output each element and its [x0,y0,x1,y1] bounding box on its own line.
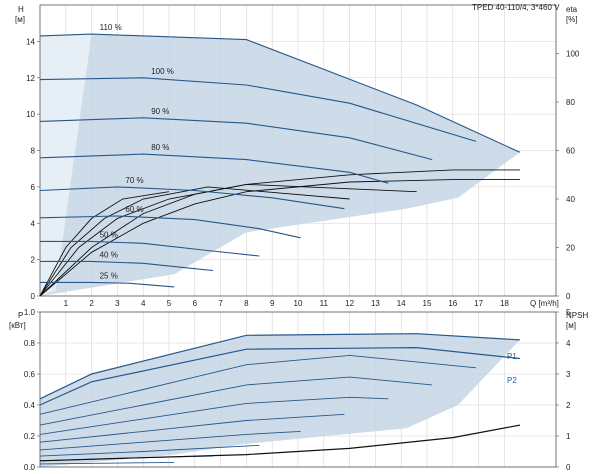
speed-curve-label: 70 % [125,176,143,185]
power-curve [39,396,389,435]
eta-curve [39,186,350,297]
power-curve [39,430,301,451]
eta-curve [39,179,520,297]
x-tick-label: 9 [270,299,275,308]
top-y2tick-label: 40 [566,195,575,204]
top-y2tick-label: 60 [566,147,575,156]
bottom-ytick-label: 0.8 [24,339,36,348]
speed-curve [39,186,345,210]
top-x-label: Q [m³/h] [530,299,559,308]
speed-curve-label: 50 % [100,230,118,239]
x-tick-label: 14 [397,299,406,308]
bottom-y2tick-label: 4 [566,339,571,348]
bottom-ytick-label: 0.2 [24,432,36,441]
x-tick-label: 10 [294,299,303,308]
speed-curve [39,215,301,239]
series-label-p2: P2 [507,376,517,385]
top-y2-label-line1: eta [566,5,578,14]
x-tick-label: 8 [244,299,249,308]
x-tick-label: 16 [448,299,457,308]
speed-curve [40,260,213,272]
p1-curve [39,333,520,400]
x-tick-label: 15 [423,299,432,308]
speed-curve-label: 40 % [100,250,118,259]
top-y-label-line1: H [18,5,24,14]
top-ytick-label: 6 [31,183,36,192]
top-y2tick-label: 100 [566,50,580,59]
series-label-p1: P1 [507,352,517,361]
top-ytick-label: 8 [31,147,36,156]
top-ytick-label: 12 [26,74,35,83]
top-ytick-label: 10 [26,110,35,119]
bottom-ytick-label: 0.6 [24,370,36,379]
power-curve [39,444,260,457]
speed-curve [39,117,433,161]
bottom-y2tick-label: 5 [566,308,571,317]
x-tick-label: 2 [89,299,94,308]
bottom-y2-label-line2: [м] [566,321,576,330]
top-low-flow-band [40,34,92,296]
x-tick-label: 5 [167,299,172,308]
top-y-label-line2: [м] [15,15,25,24]
bottom-y-label-line2: [кВт] [9,321,26,330]
bottom-y2tick-label: 1 [566,432,571,441]
speed-curve-label: 100 % [151,67,174,76]
x-tick-label: 1 [64,299,69,308]
speed-curve [39,77,477,142]
power-curve [39,461,175,465]
bottom-y2-label-line1: NPSH [566,311,588,320]
chart-title: TPED 40-110/4, 3*460 V [472,3,560,12]
x-tick-label: 7 [218,299,223,308]
x-tick-label: 4 [141,299,146,308]
x-tick-label: 17 [474,299,483,308]
eta-curve [39,191,170,297]
npsh-curve [39,424,521,462]
speed-curve-label: 60 % [125,205,143,214]
top-operating-region [40,34,520,296]
speed-curve-label: 80 % [151,143,169,152]
bottom-y2tick-label: 2 [566,401,571,410]
top-ytick-label: 2 [31,256,36,265]
speed-curve [39,153,389,184]
speed-curve-label: 90 % [151,107,169,116]
bottom-operating-region [40,333,520,467]
power-curve [39,354,477,415]
eta-curve [39,183,417,297]
top-ytick-label: 4 [31,219,36,228]
bottom-ytick-label: 0.0 [24,463,36,472]
x-tick-label: 6 [193,299,198,308]
speed-curve-label: 110 % [100,23,122,32]
x-tick-label: 11 [320,299,329,308]
bottom-y2tick-label: 0 [566,463,571,472]
x-tick-label: 3 [115,299,120,308]
speed-curve [39,33,521,153]
power-curve [39,376,433,426]
power-curve [39,413,345,443]
top-y2tick-label: 20 [566,244,575,253]
x-tick-label: 12 [345,299,354,308]
top-ytick-label: 0 [31,292,36,301]
top-y2tick-label: 80 [566,98,575,107]
bottom-y2tick-label: 3 [566,370,571,379]
p2-curve [39,346,520,406]
bottom-ytick-label: 0.4 [24,401,36,410]
bottom-plot-frame [39,311,557,468]
x-tick-label: 18 [500,299,509,308]
top-y2-label-line2: [%] [566,15,578,24]
top-ytick-label: 14 [26,37,35,46]
bottom-ytick-label: 1.0 [24,308,36,317]
speed-curve-label: 25 % [100,271,118,280]
speed-curve [40,281,175,288]
x-tick-label: 13 [371,299,380,308]
speed-curve [40,240,260,257]
bottom-y-label-line1: P [18,311,23,320]
top-y2tick-label: 0 [566,292,571,301]
